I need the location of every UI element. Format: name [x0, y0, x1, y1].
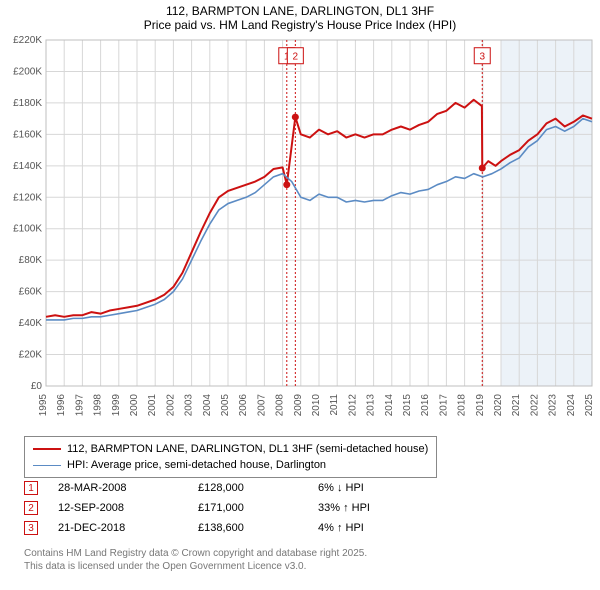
svg-text:£140K: £140K — [13, 161, 42, 172]
legend-swatch — [33, 448, 61, 450]
marker-delta: 4% ↑ HPI — [318, 522, 418, 534]
price-chart: £0 £20K £40K £60K £80K £100K £120K £140K £160K £1… — [0, 34, 600, 430]
svg-text:£160K: £160K — [13, 129, 42, 140]
svg-text:2013: 2013 — [366, 394, 377, 417]
svg-text:2021: 2021 — [511, 394, 522, 417]
svg-text:2011: 2011 — [329, 394, 340, 416]
marker-number: 3 — [24, 521, 38, 535]
svg-text:1995: 1995 — [38, 394, 49, 417]
svg-text:£100K: £100K — [13, 224, 42, 235]
legend-label: HPI: Average price, semi-detached house,… — [67, 459, 326, 471]
svg-text:£60K: £60K — [19, 287, 43, 298]
svg-text:2007: 2007 — [256, 394, 267, 417]
svg-text:£0: £0 — [31, 381, 43, 392]
legend-swatch — [33, 465, 61, 466]
svg-text:2024: 2024 — [566, 394, 577, 417]
svg-text:2004: 2004 — [202, 394, 213, 417]
svg-text:£20K: £20K — [19, 350, 43, 361]
marker-number: 2 — [24, 501, 38, 515]
marker-price: £171,000 — [198, 502, 318, 514]
footer: Contains HM Land Registry data © Crown c… — [24, 548, 367, 573]
chart-title: 112, BARMPTON LANE, DARLINGTON, DL1 3HF — [0, 0, 600, 18]
svg-text:2015: 2015 — [402, 394, 413, 417]
svg-text:3: 3 — [479, 52, 485, 63]
svg-text:2019: 2019 — [475, 394, 486, 417]
svg-text:2009: 2009 — [293, 394, 304, 417]
footer-line-1: Contains HM Land Registry data © Crown c… — [24, 548, 367, 561]
marker-row: 2 12-SEP-2008£171,00033% ↑ HPI — [24, 498, 418, 518]
chart-subtitle: Price paid vs. HM Land Registry's House … — [0, 18, 600, 34]
svg-text:2014: 2014 — [384, 394, 395, 417]
svg-text:1996: 1996 — [56, 394, 67, 417]
marker-date: 28-MAR-2008 — [58, 482, 198, 494]
marker-date: 21-DEC-2018 — [58, 522, 198, 534]
svg-text:£220K: £220K — [13, 35, 42, 46]
marker-table: 1 28-MAR-2008£128,0006% ↓ HPI 2 12-SEP-2008… — [24, 478, 418, 538]
svg-text:2003: 2003 — [184, 394, 195, 417]
svg-text:2018: 2018 — [457, 394, 468, 417]
marker-price: £138,600 — [198, 522, 318, 534]
svg-text:2: 2 — [293, 52, 299, 63]
marker-delta: 6% ↓ HPI — [318, 482, 418, 494]
svg-text:2005: 2005 — [220, 394, 231, 417]
legend: 112, BARMPTON LANE, DARLINGTON, DL1 3HF … — [24, 436, 437, 478]
svg-text:£120K: £120K — [13, 192, 42, 203]
svg-text:£80K: £80K — [19, 255, 43, 266]
svg-text:2016: 2016 — [420, 394, 431, 417]
legend-label: 112, BARMPTON LANE, DARLINGTON, DL1 3HF … — [67, 443, 428, 455]
legend-item: HPI: Average price, semi-detached house,… — [33, 457, 428, 473]
svg-text:£180K: £180K — [13, 98, 42, 109]
svg-text:2001: 2001 — [147, 394, 158, 417]
marker-row: 1 28-MAR-2008£128,0006% ↓ HPI — [24, 478, 418, 498]
marker-row: 3 21-DEC-2018£138,6004% ↑ HPI — [24, 518, 418, 538]
svg-text:2002: 2002 — [165, 394, 176, 417]
svg-text:2025: 2025 — [584, 394, 595, 417]
footer-line-2: This data is licensed under the Open Gov… — [24, 561, 367, 574]
svg-text:£200K: £200K — [13, 66, 42, 77]
svg-text:2022: 2022 — [529, 394, 540, 417]
marker-number: 1 — [24, 481, 38, 495]
svg-text:2020: 2020 — [493, 394, 504, 417]
svg-text:1999: 1999 — [111, 394, 122, 417]
legend-item: 112, BARMPTON LANE, DARLINGTON, DL1 3HF … — [33, 441, 428, 457]
marker-price: £128,000 — [198, 482, 318, 494]
svg-text:2006: 2006 — [238, 394, 249, 417]
svg-text:1998: 1998 — [93, 394, 104, 417]
svg-text:2023: 2023 — [548, 394, 559, 417]
svg-text:2008: 2008 — [275, 394, 286, 417]
svg-text:£40K: £40K — [19, 318, 43, 329]
svg-text:1997: 1997 — [74, 394, 85, 417]
svg-text:2000: 2000 — [129, 394, 140, 417]
svg-text:2017: 2017 — [438, 394, 449, 417]
svg-text:2010: 2010 — [311, 394, 322, 417]
svg-text:2012: 2012 — [347, 394, 358, 417]
marker-delta: 33% ↑ HPI — [318, 502, 418, 514]
marker-date: 12-SEP-2008 — [58, 502, 198, 514]
